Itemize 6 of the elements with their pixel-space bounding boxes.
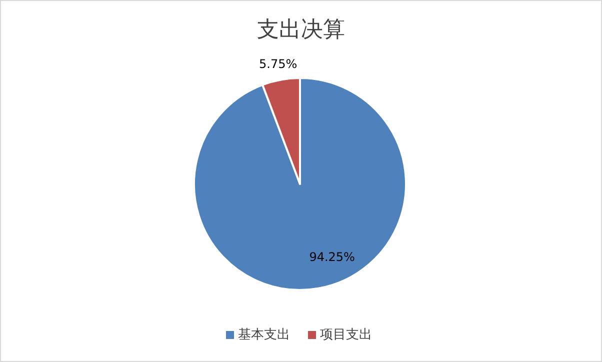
data-label: 94.25%	[309, 250, 355, 264]
pie-slice	[193, 77, 407, 291]
legend-label: 项目支出	[320, 328, 372, 342]
data-label: 5.75%	[259, 56, 298, 71]
chart-title: 支出决算	[257, 18, 345, 42]
legend-label: 基本支出	[238, 328, 290, 342]
